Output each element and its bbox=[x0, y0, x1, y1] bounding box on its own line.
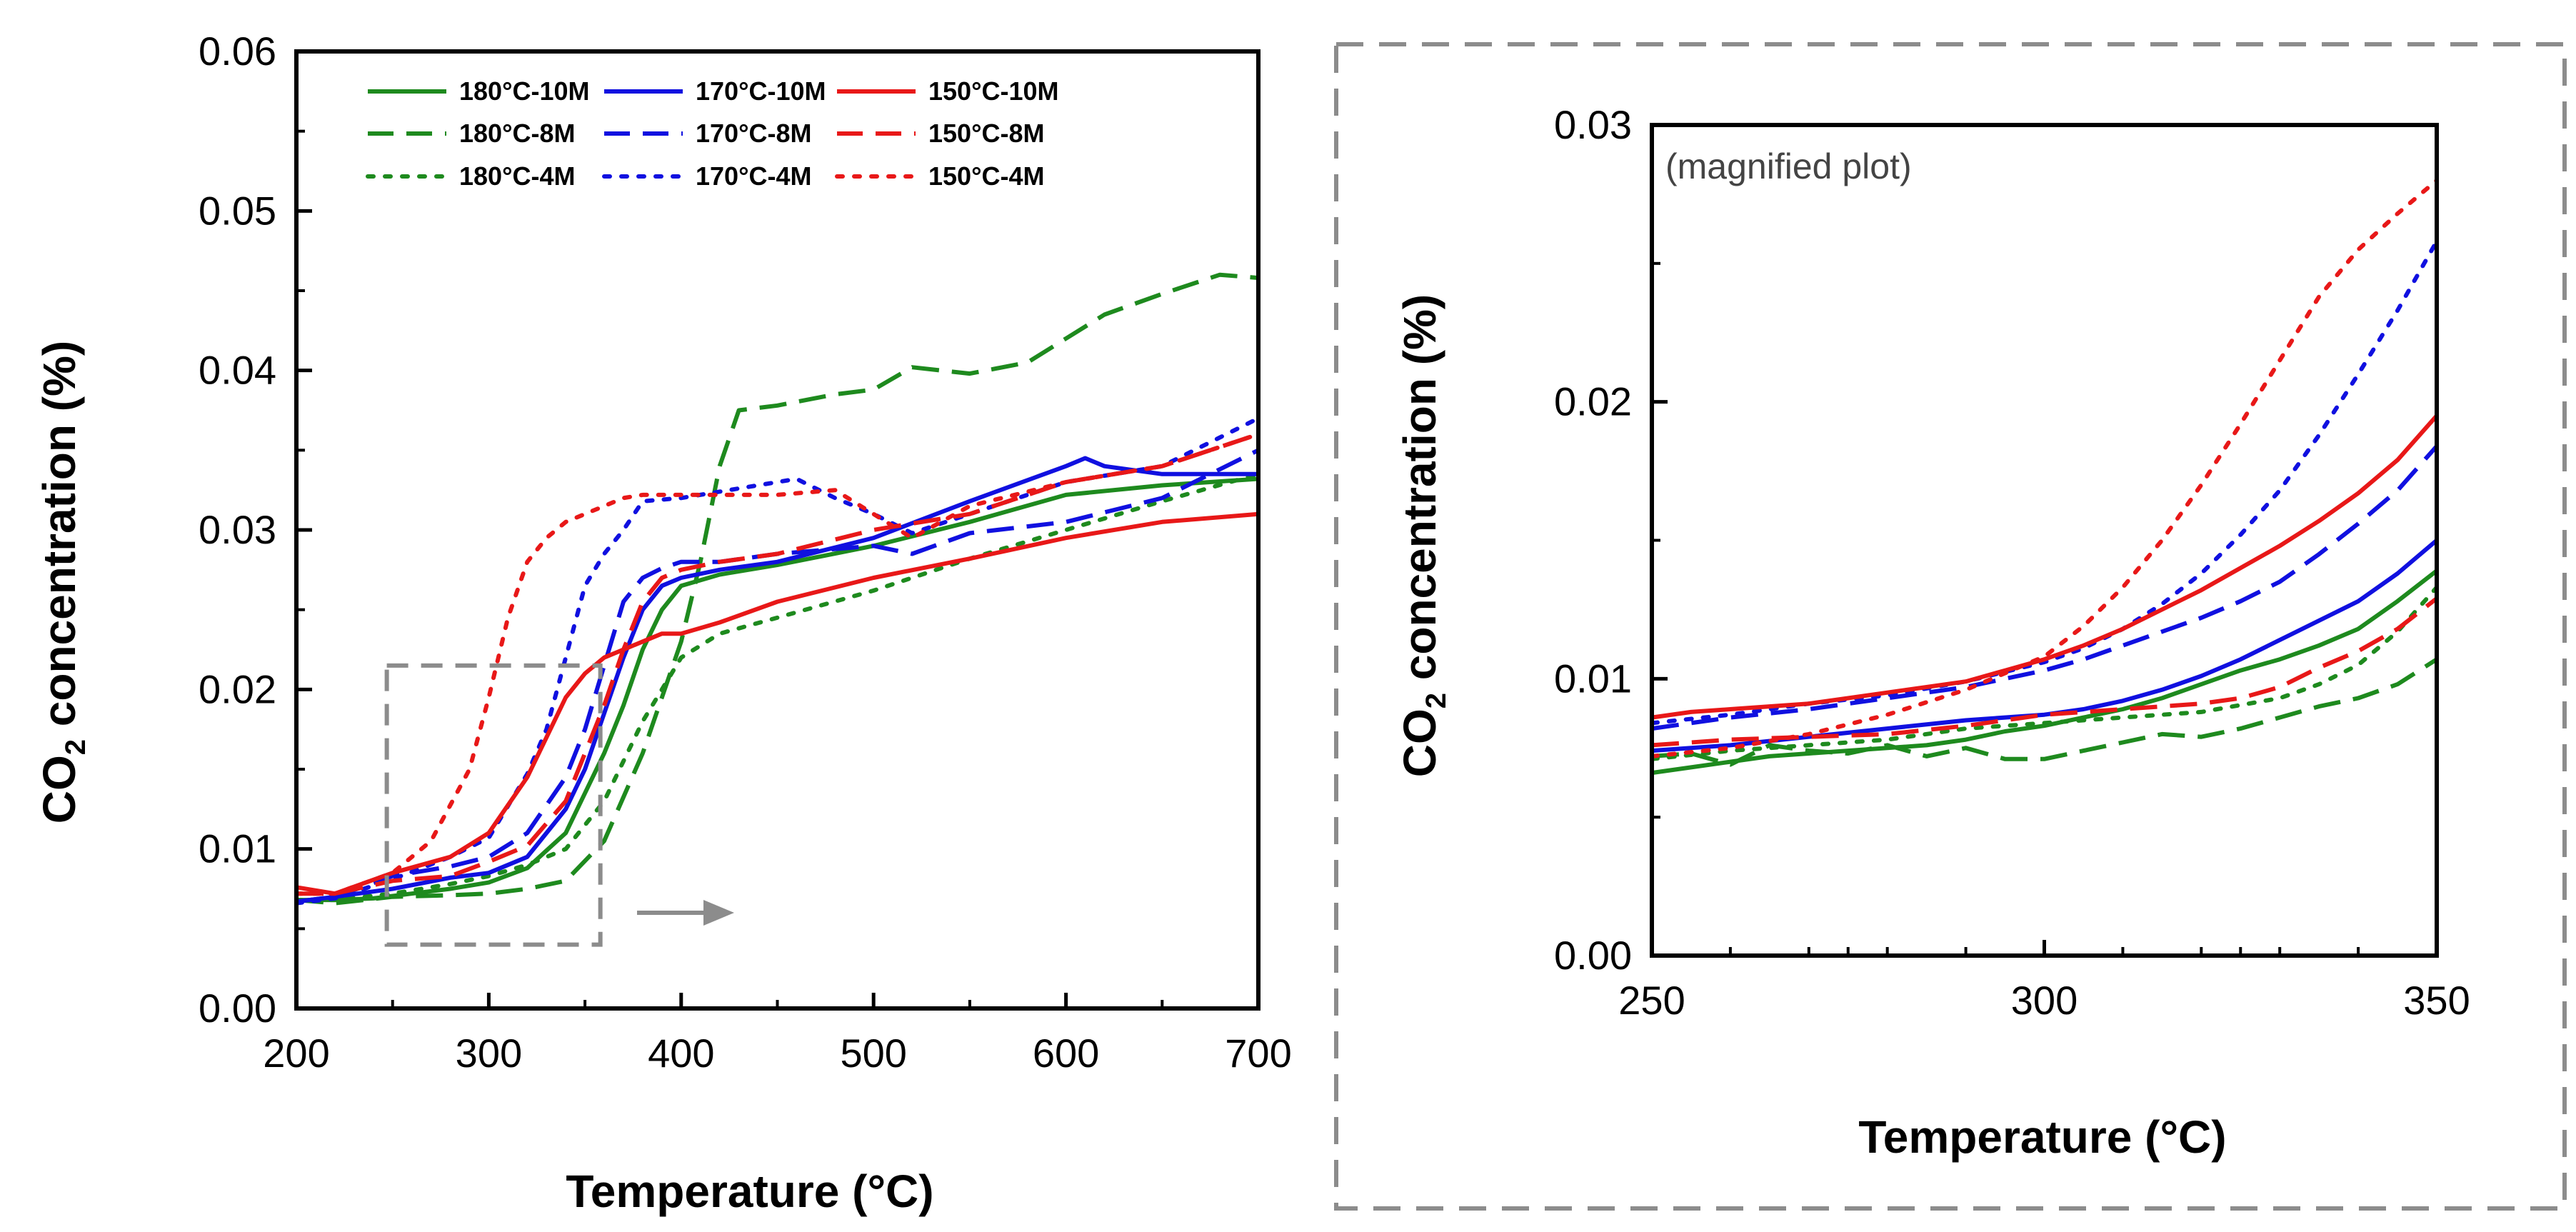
series-line-150°C-10M bbox=[296, 511, 1259, 896]
series-line-150°C-8M bbox=[1651, 596, 2438, 748]
series-line-170°C-8M bbox=[1651, 444, 2439, 731]
y-tick-label: 0.05 bbox=[199, 188, 276, 233]
zoom-region-box bbox=[384, 663, 603, 947]
y-tick-label: 0.01 bbox=[1554, 656, 1632, 701]
y-tick-label: 0.04 bbox=[199, 348, 276, 393]
series-line-180°C-8M bbox=[1651, 657, 2438, 767]
y-tick-label: 0.02 bbox=[1554, 379, 1632, 424]
y-tick-label: 0.02 bbox=[199, 666, 276, 711]
series-line-180°C-10M bbox=[296, 476, 1259, 903]
x-tick-label: 500 bbox=[840, 1031, 906, 1076]
y-tick-label: 0.00 bbox=[199, 986, 276, 1031]
legend-label: 180°C-4M bbox=[459, 161, 575, 191]
legend-label: 180°C-10M bbox=[459, 76, 589, 106]
legend-label: 150°C-10M bbox=[928, 76, 1058, 106]
series-line-150°C-4M bbox=[1650, 178, 2439, 758]
series-line-150°C-4M bbox=[294, 432, 1261, 896]
series-line-180°C-4M bbox=[1650, 585, 2439, 761]
x-tick-label: 600 bbox=[1033, 1031, 1099, 1076]
series-line-180°C-4M bbox=[294, 471, 1261, 903]
legend: 180°C-10M 180°C-8M 180°C-4M 170°C-10M 170°C-… bbox=[366, 76, 1058, 191]
magnified-plot-note: (magnified plot) bbox=[1665, 146, 1912, 186]
legend-label: 170°C-8M bbox=[696, 119, 811, 148]
series-line-170°C-4M bbox=[294, 416, 1261, 906]
right-x-axis-title: Temperature (°C) bbox=[1858, 1111, 2226, 1163]
left-y-axis-title: CO2 concentration (%) bbox=[34, 341, 91, 824]
right-arrow-icon bbox=[637, 900, 734, 926]
series-line-180°C-10M bbox=[1651, 569, 2438, 776]
x-tick-label: 400 bbox=[648, 1031, 714, 1076]
magnified-plot-border bbox=[1334, 42, 2567, 1211]
legend-label: 170°C-10M bbox=[696, 76, 826, 106]
x-tick-label: 250 bbox=[1618, 978, 1685, 1023]
x-tick-label: 700 bbox=[1225, 1031, 1291, 1076]
x-tick-label: 350 bbox=[2403, 978, 2470, 1023]
series-line-150°C-10M bbox=[1651, 414, 2439, 720]
series-line-170°C-8M bbox=[296, 448, 1260, 904]
x-tick-label: 300 bbox=[2011, 978, 2078, 1023]
right-chart-panel: 250 300 350 0.00 0.01 0.02 0.03 (magnified plo… bbox=[1394, 102, 2470, 1163]
legend-label: 150°C-8M bbox=[928, 119, 1044, 148]
left-x-axis-title: Temperature (°C) bbox=[566, 1166, 933, 1217]
right-y-axis-title: CO2 concentration (%) bbox=[1394, 294, 1452, 778]
x-tick-label: 300 bbox=[456, 1031, 522, 1076]
y-tick-label: 0.03 bbox=[1554, 102, 1632, 147]
y-tick-label: 0.03 bbox=[199, 507, 276, 552]
series-line-170°C-10M bbox=[296, 456, 1258, 904]
y-tick-label: 0.01 bbox=[199, 826, 276, 871]
left-chart-panel: 200 300 400 500 600 700 0.00 0.01 0.02 0.03 0.04 0.… bbox=[34, 29, 1292, 1217]
legend-label: 170°C-4M bbox=[696, 161, 811, 191]
legend-label: 180°C-8M bbox=[459, 119, 575, 148]
series-line-170°C-4M bbox=[1650, 239, 2439, 726]
y-tick-label: 0.06 bbox=[199, 29, 276, 74]
series-line-180°C-8M bbox=[296, 272, 1259, 906]
right-plot-frame bbox=[1650, 123, 2439, 958]
legend-label: 150°C-4M bbox=[928, 161, 1044, 191]
series-line-170°C-10M bbox=[1651, 539, 2438, 753]
x-tick-label: 200 bbox=[263, 1031, 329, 1076]
y-tick-label: 0.00 bbox=[1554, 933, 1632, 978]
